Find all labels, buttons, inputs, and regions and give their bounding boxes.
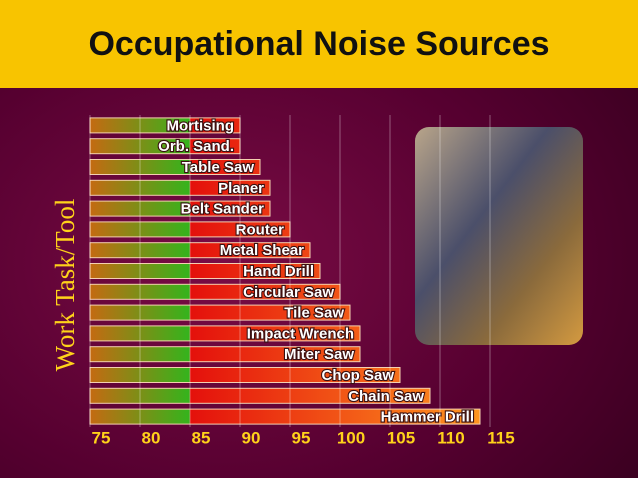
x-tick-label: 105 <box>387 428 415 447</box>
bar-label: Hand Drill <box>243 263 314 280</box>
bar <box>89 346 361 363</box>
bar-label: Tile Saw <box>284 305 344 322</box>
x-tick-label: 115 <box>487 428 514 447</box>
bar-label: Circular Saw <box>243 284 334 301</box>
photo <box>415 127 583 345</box>
bar <box>89 159 261 175</box>
bar-label: Mortising <box>167 117 235 134</box>
bar <box>89 263 321 279</box>
bar-label: Belt Sander <box>181 201 265 218</box>
x-tick-label: 90 <box>242 428 261 447</box>
bar <box>89 138 241 155</box>
x-tick-label: 110 <box>437 428 464 447</box>
bar <box>89 408 481 425</box>
bar-label: Hammer Drill <box>381 409 474 426</box>
x-tick-label: 100 <box>337 428 365 447</box>
bar-label: Table Saw <box>182 159 255 176</box>
chart-title: Occupational Noise Sources <box>88 25 549 63</box>
bar <box>89 242 311 259</box>
x-tick-label: 80 <box>142 428 161 447</box>
bar <box>89 200 271 217</box>
bar <box>89 325 361 342</box>
y-axis-label: Work Task/Tool <box>50 199 80 372</box>
x-tick-label: 75 <box>92 428 111 447</box>
bar-label: Orb. Sand. <box>158 138 234 155</box>
bar-label: Metal Shear <box>220 242 304 259</box>
header-band <box>0 0 638 88</box>
bar-label: Chop Saw <box>321 367 394 384</box>
bar-label: Miter Saw <box>284 346 354 363</box>
x-tick-label: 85 <box>192 428 211 447</box>
bar <box>89 221 291 238</box>
bar-label: Router <box>236 221 284 238</box>
bar-label: Planer <box>218 180 264 197</box>
bar-label: Impact Wrench <box>247 325 354 342</box>
plot: Mortising Orb. Sand. Table Saw Planer Belt S… <box>89 115 515 447</box>
bar <box>89 304 351 321</box>
x-tick-label: 95 <box>292 428 311 447</box>
bar <box>89 387 431 404</box>
bar <box>89 179 271 196</box>
bar <box>89 367 401 383</box>
bar <box>89 283 341 300</box>
bar <box>89 117 241 134</box>
bar-label: Chain Saw <box>348 388 424 405</box>
